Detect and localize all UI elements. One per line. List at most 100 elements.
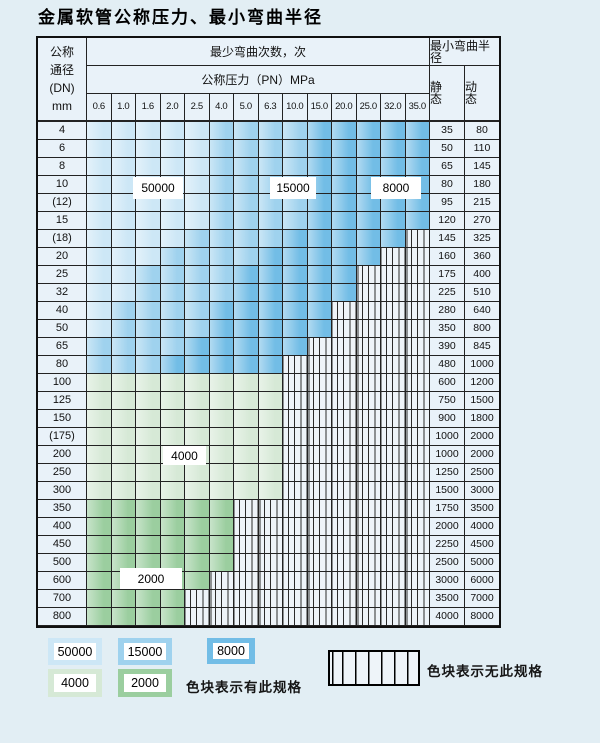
spec-cell	[356, 248, 381, 266]
no-spec-cell	[356, 428, 381, 446]
dynamic-radius-cell: 2500	[465, 464, 499, 482]
spec-cell	[111, 176, 136, 194]
dn-cell: 4	[38, 122, 87, 140]
no-spec-cell	[356, 482, 381, 500]
spec-cell	[381, 212, 406, 230]
spec-cell	[136, 428, 161, 446]
spec-cell	[283, 248, 308, 266]
no-spec-cell	[332, 536, 357, 554]
no-spec-cell	[283, 590, 308, 608]
static-radius-cell: 900	[430, 410, 465, 428]
no-spec-cell	[381, 302, 406, 320]
dn-cell: (18)	[38, 230, 87, 248]
spec-cell	[185, 302, 210, 320]
no-spec-cell	[234, 590, 259, 608]
no-spec-cell	[332, 572, 357, 590]
spec-cell	[209, 320, 234, 338]
spec-cell	[234, 464, 259, 482]
static-radius-cell: 80	[430, 176, 465, 194]
spec-cell	[160, 500, 185, 518]
spec-cell	[185, 518, 210, 536]
spec-cell	[209, 266, 234, 284]
no-spec-cell	[381, 284, 406, 302]
spec-cell	[258, 464, 283, 482]
spec-cell	[283, 338, 308, 356]
dynamic-radius-cell: 800	[465, 320, 499, 338]
spec-cell	[185, 158, 210, 176]
spec-cell	[136, 140, 161, 158]
no-spec-cell	[405, 428, 430, 446]
no-spec-cell	[332, 320, 357, 338]
spec-cell	[209, 284, 234, 302]
dn-cell: (175)	[38, 428, 87, 446]
spec-cell	[381, 158, 406, 176]
no-spec-cell	[405, 392, 430, 410]
no-spec-cell	[356, 500, 381, 518]
dynamic-radius-cell: 400	[465, 266, 499, 284]
dynamic-radius-cell: 4500	[465, 536, 499, 554]
no-spec-cell	[307, 356, 332, 374]
spec-cell	[234, 266, 259, 284]
spec-cell	[258, 374, 283, 392]
dynamic-radius-cell: 360	[465, 248, 499, 266]
static-radius-cell: 120	[430, 212, 465, 230]
spec-cell	[160, 320, 185, 338]
no-spec-cell	[307, 428, 332, 446]
spec-cell	[111, 122, 136, 140]
spec-cell	[185, 338, 210, 356]
spec-cell	[356, 158, 381, 176]
spec-cell	[332, 176, 357, 194]
spec-cell	[87, 356, 112, 374]
spec-table: 公称 通径 (DN) mm 最少弯曲次数，次 最小弯曲半径 公称压力（PN）MP…	[36, 36, 501, 628]
static-radius-cell: 350	[430, 320, 465, 338]
no-spec-cell	[283, 482, 308, 500]
spec-cell	[160, 230, 185, 248]
spec-cell	[258, 482, 283, 500]
no-spec-cell	[258, 572, 283, 590]
spec-cell	[258, 140, 283, 158]
legend-swatch-4000: 4000	[48, 669, 102, 697]
cycles-label-2000: 2000	[120, 568, 182, 589]
spec-cell	[87, 338, 112, 356]
spec-cell	[111, 302, 136, 320]
no-spec-cell	[381, 248, 406, 266]
static-radius-cell: 1750	[430, 500, 465, 518]
dn-cell: 50	[38, 320, 87, 338]
spec-cell	[185, 572, 210, 590]
spec-cell	[234, 482, 259, 500]
spec-cell	[136, 338, 161, 356]
spec-cell	[209, 518, 234, 536]
no-spec-cell	[307, 518, 332, 536]
dn-header-line: 通径	[49, 62, 74, 77]
static-radius-cell: 160	[430, 248, 465, 266]
dn-cell: 200	[38, 446, 87, 464]
dn-cell: 500	[38, 554, 87, 572]
spec-cell	[87, 464, 112, 482]
no-spec-cell	[307, 410, 332, 428]
spec-cell	[332, 284, 357, 302]
no-spec-cell	[381, 356, 406, 374]
spec-cell	[234, 428, 259, 446]
no-spec-cell	[283, 572, 308, 590]
spec-cell	[332, 230, 357, 248]
no-spec-cell	[283, 500, 308, 518]
spec-cell	[160, 392, 185, 410]
spec-cell	[136, 320, 161, 338]
spec-cell	[136, 446, 161, 464]
no-spec-cell	[356, 320, 381, 338]
spec-cell	[87, 248, 112, 266]
no-spec-cell	[356, 590, 381, 608]
spec-cell	[111, 464, 136, 482]
spec-cell	[209, 536, 234, 554]
dn-cell: 15	[38, 212, 87, 230]
pressure-tick: 1.0	[111, 94, 136, 122]
spec-cell	[258, 230, 283, 248]
spec-cell	[111, 230, 136, 248]
no-spec-cell	[356, 572, 381, 590]
spec-cell	[258, 122, 283, 140]
spec-cell	[160, 356, 185, 374]
pressure-unit-header: 公称压力（PN）MPa	[87, 66, 430, 94]
legend-swatch-15000: 15000	[118, 638, 172, 665]
dynamic-radius-cell: 5000	[465, 554, 499, 572]
spec-cell	[381, 122, 406, 140]
